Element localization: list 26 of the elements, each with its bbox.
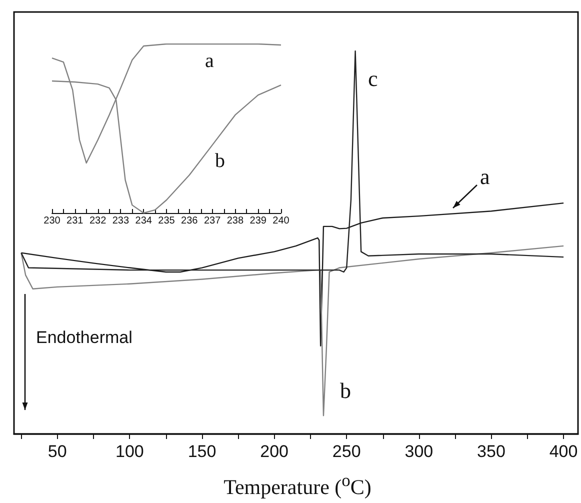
x-tick-label: 100	[116, 442, 144, 461]
x-tick-label: 350	[477, 442, 506, 461]
x-tick-label: 235	[158, 216, 176, 226]
x-tick-label: 239	[250, 216, 267, 226]
x-tick-label: 250	[332, 442, 361, 461]
series-label: a	[205, 50, 214, 73]
x-tick-label: 240	[272, 216, 290, 226]
x-tick-label: 400	[549, 442, 578, 461]
series-label: b	[215, 150, 225, 173]
x-tick-label: 232	[89, 216, 107, 226]
x-tick-label: 237	[204, 216, 222, 226]
x-tick-label: 230	[44, 216, 61, 226]
series-label: b	[340, 378, 351, 404]
x-tick-label: 233	[112, 216, 130, 226]
x-axis-title: Temperature ($^{o}$C)	[222, 470, 372, 500]
annotation: Endothermal	[36, 328, 132, 348]
x-tick-label: 238	[226, 216, 244, 226]
x-tick-label: 150	[188, 442, 216, 461]
x-tick-label: 200	[260, 442, 288, 461]
x-tick-label: 50	[48, 442, 67, 461]
x-tick-label: 231	[66, 216, 84, 226]
x-tick-label: 234	[135, 216, 152, 226]
x-tick-label: 300	[404, 442, 434, 461]
x-tick-label: 236	[181, 216, 198, 226]
series-label: a	[480, 164, 490, 190]
series-label: c	[368, 66, 378, 92]
